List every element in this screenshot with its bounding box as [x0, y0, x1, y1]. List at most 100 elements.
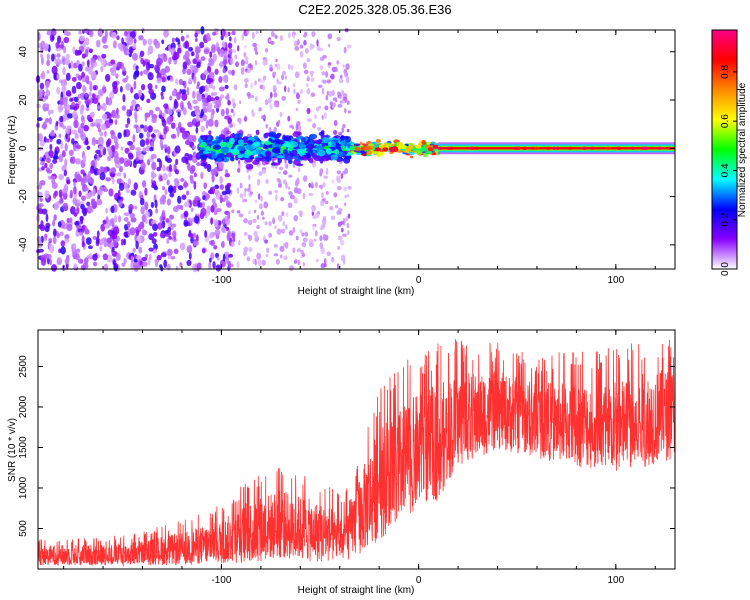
heatmap-cell [316, 39, 319, 47]
heatmap-cell [44, 103, 50, 108]
heatmap-cell [302, 154, 309, 158]
heatmap-cell [217, 160, 224, 170]
heatmap-cell [50, 53, 55, 62]
heatmap-cell [206, 102, 213, 109]
heatmap-cell [157, 222, 163, 230]
heatmap-cell [213, 91, 218, 96]
heatmap-cell [52, 236, 57, 245]
heatmap-cell [285, 224, 288, 230]
heatmap-cell [195, 52, 200, 61]
heatmap-cell [264, 156, 272, 162]
heatmap-cell [302, 62, 307, 70]
heatmap-cell [189, 64, 195, 71]
heatmap-cell [288, 174, 293, 178]
heatmap-cell [287, 32, 291, 39]
heatmap-cell [95, 39, 101, 48]
heatmap-cell [236, 210, 241, 214]
heatmap-region [35, 26, 234, 273]
heatmap-cell [170, 122, 176, 130]
heatmap-cell [295, 123, 299, 131]
heatmap-cell [255, 129, 260, 136]
heatmap-cell [428, 151, 433, 154]
heatmap-cell [121, 37, 124, 45]
heatmap-cell [173, 51, 178, 60]
heatmap-cell [219, 194, 223, 204]
heatmap-cell [52, 155, 59, 160]
heatmap-cell [311, 44, 315, 49]
heatmap-cell [148, 109, 154, 116]
heatmap-cell [121, 105, 127, 111]
heatmap-cell [139, 139, 146, 148]
heatmap-cell [273, 126, 277, 133]
transition-peak [374, 147, 381, 152]
heatmap-cell [41, 90, 46, 95]
heatmap-cell [50, 175, 56, 180]
heatmap-cell [140, 206, 145, 215]
heatmap-cell [262, 216, 265, 220]
heatmap-cell [101, 36, 107, 44]
heatmap-cell [156, 254, 162, 261]
heatmap-cell [200, 171, 204, 180]
heatmap-cell [192, 240, 199, 247]
heatmap-cell [128, 204, 134, 211]
heatmap-cell [292, 247, 296, 254]
carrier-peak [446, 146, 453, 150]
heatmap-cell [204, 85, 210, 92]
heatmap-cell [183, 201, 190, 208]
heatmap-cell [293, 88, 296, 95]
heatmap-cell [238, 240, 241, 246]
heatmap-cell [186, 190, 190, 196]
heatmap-cell [308, 182, 312, 188]
heatmap-cell [184, 40, 190, 49]
heatmap-cell [327, 62, 332, 66]
heatmap-cell [325, 94, 329, 101]
heatmap-cell [215, 208, 222, 213]
heatmap-cell [133, 261, 139, 269]
heatmap-cell [193, 172, 197, 178]
heatmap-cell [220, 146, 229, 154]
heatmap-cell [93, 168, 97, 175]
heatmap-cell [336, 91, 341, 96]
heatmap-cell [40, 47, 44, 54]
heatmap-cell [79, 133, 84, 138]
heatmap-cell [296, 39, 300, 46]
heatmap-cell [339, 239, 345, 246]
heatmap-cell [110, 59, 116, 65]
heatmap-cell [184, 140, 191, 146]
heatmap-cell [177, 195, 182, 204]
heatmap-cell [123, 45, 127, 53]
heatmap-cell [311, 31, 316, 37]
heatmap-cell [190, 165, 196, 173]
heatmap-cell [281, 211, 285, 217]
heatmap-cell [69, 189, 73, 198]
heatmap-cell [78, 35, 85, 42]
heatmap-cell [63, 36, 70, 44]
heatmap-cell [237, 154, 244, 159]
heatmap-cell [230, 156, 235, 162]
heatmap-cell [309, 137, 314, 145]
heatmap-cell [181, 156, 188, 164]
heatmap-cell [191, 90, 196, 99]
heatmap-cell [74, 221, 80, 226]
heatmap-cell [342, 123, 346, 129]
heatmap-cell [88, 66, 93, 75]
heatmap-cell [343, 186, 348, 192]
heatmap-cell [118, 199, 123, 208]
heatmap-cell [302, 34, 307, 38]
heatmap-cell [222, 68, 226, 74]
heatmap-cell [191, 51, 195, 57]
heatmap-cell [161, 85, 166, 93]
heatmap-cell [140, 83, 146, 91]
heatmap-cell [322, 136, 330, 144]
heatmap-cell [114, 155, 120, 165]
heatmap-cell [302, 157, 309, 161]
heatmap-cell [236, 44, 240, 52]
heatmap-cell [44, 117, 50, 123]
heatmap-cell [245, 163, 254, 170]
heatmap-cell [176, 47, 182, 54]
heatmap-cell [81, 240, 85, 248]
heatmap-cell [247, 219, 253, 226]
heatmap-cell [310, 152, 316, 157]
heatmap-cell [84, 37, 90, 46]
spectrogram-frame [37, 29, 676, 270]
